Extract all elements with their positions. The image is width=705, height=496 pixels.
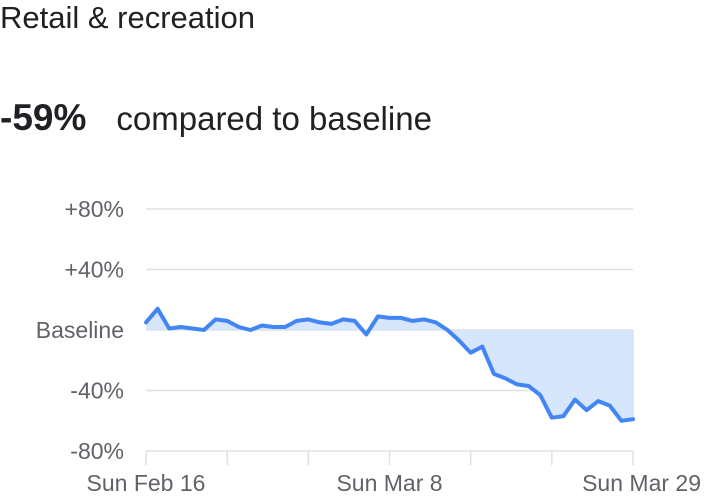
data-point	[341, 317, 345, 322]
page-title: Retail & recreation	[0, 0, 256, 35]
y-tick-label: -80%	[70, 438, 124, 464]
data-point	[480, 345, 484, 349]
data-point	[492, 372, 496, 376]
data-point	[411, 319, 415, 323]
data-point	[469, 351, 473, 355]
data-point	[202, 328, 206, 332]
data-point	[515, 382, 519, 387]
data-point	[561, 414, 566, 418]
baseline-deviation-area	[146, 308, 633, 421]
data-point	[387, 316, 392, 320]
data-point	[376, 314, 380, 318]
x-tick-label: Sun Feb 16	[87, 470, 206, 496]
data-point	[538, 393, 542, 397]
data-point	[573, 397, 577, 402]
y-tick-layer: +80% +40% Baseline -40% -80%	[36, 196, 124, 464]
headline: -59% compared to baseline	[0, 97, 432, 141]
data-point	[585, 408, 589, 412]
data-point	[596, 399, 600, 403]
data-point	[631, 417, 635, 421]
y-tick-label: -40%	[70, 378, 124, 404]
y-tick-label: Baseline	[36, 317, 124, 343]
headline-caption: compared to baseline	[116, 100, 432, 137]
data-point	[550, 416, 554, 420]
data-point	[237, 325, 241, 329]
data-point	[213, 317, 218, 322]
data-point	[190, 326, 194, 331]
data-point	[527, 384, 531, 388]
data-point	[167, 326, 171, 331]
data-point	[434, 320, 438, 325]
y-tick-label: +40%	[65, 257, 124, 283]
data-point	[144, 320, 148, 325]
headline-value: -59%	[0, 97, 87, 138]
x-tick-label: Sun Mar 29	[582, 470, 701, 496]
data-point	[353, 319, 357, 323]
x-tick-layer: Sun Feb 16 Sun Mar 8 Sun Mar 29	[87, 451, 701, 496]
x-tick-label: Sun Mar 8	[336, 470, 442, 496]
data-point	[364, 332, 368, 337]
data-point	[608, 404, 612, 408]
data-point	[619, 419, 624, 423]
data-point	[260, 323, 264, 328]
data-point	[271, 325, 276, 329]
data-point	[422, 317, 426, 322]
data-point	[295, 319, 299, 323]
data-point	[283, 325, 287, 329]
data-point	[445, 328, 450, 332]
data-point	[225, 319, 229, 323]
data-point	[329, 322, 334, 326]
data-point	[179, 325, 183, 329]
data-point	[399, 316, 403, 320]
data-point	[503, 376, 508, 380]
area-layer	[146, 308, 633, 421]
data-point	[318, 320, 322, 325]
data-point	[306, 317, 310, 322]
data-point	[457, 338, 461, 343]
line-layer	[144, 306, 635, 423]
y-tick-label: +80%	[65, 196, 124, 222]
data-point	[155, 307, 160, 311]
data-point	[248, 328, 252, 332]
